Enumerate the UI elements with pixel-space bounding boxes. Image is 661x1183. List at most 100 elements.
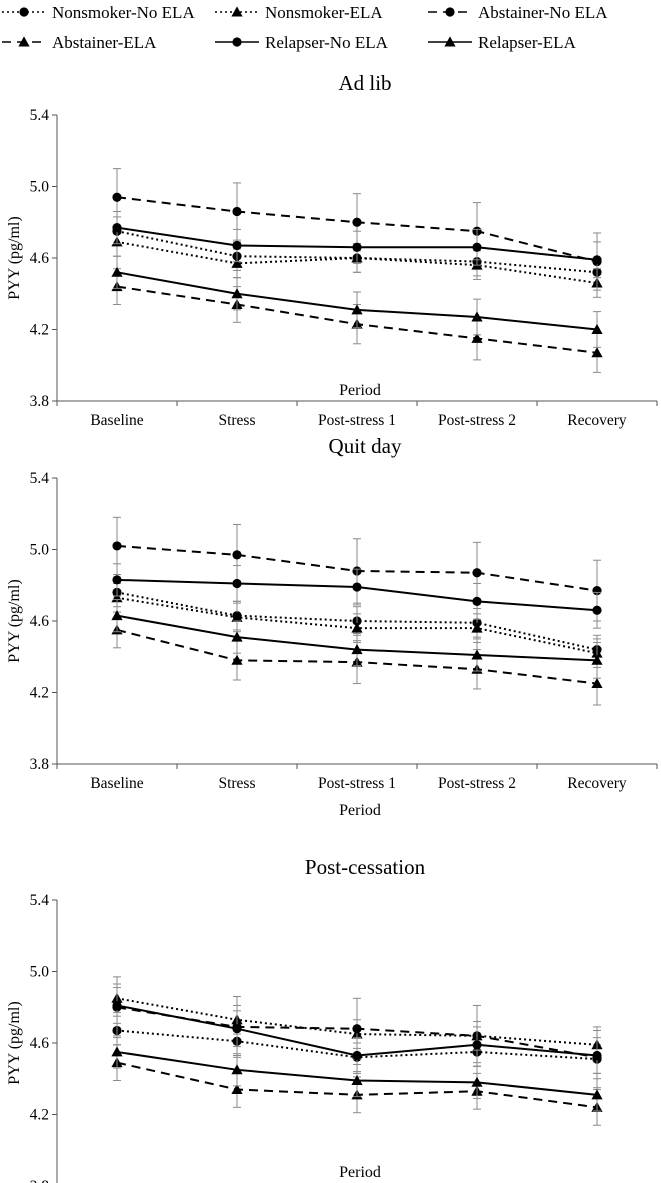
x-axis-label: Period xyxy=(339,802,381,819)
legend-marker xyxy=(232,37,242,47)
data-point-marker xyxy=(592,1050,602,1061)
legend-marker xyxy=(19,7,29,17)
data-point-marker xyxy=(352,582,362,592)
data-point-marker xyxy=(231,1064,243,1075)
data-point-marker xyxy=(232,1024,242,1034)
data-point-marker xyxy=(112,575,122,585)
data-point-marker xyxy=(352,217,362,227)
data-point-marker xyxy=(111,1046,123,1057)
y-tick-label: 4.2 xyxy=(30,685,49,702)
x-tick-label: Recovery xyxy=(567,775,627,792)
y-tick-label: 4.6 xyxy=(30,613,50,630)
data-point-marker xyxy=(472,568,482,578)
y-tick-label: 3.8 xyxy=(30,756,50,773)
data-point-marker xyxy=(592,255,602,265)
y-tick-label: 4.2 xyxy=(30,1107,49,1124)
series-relapser-ela xyxy=(111,255,603,348)
panel-title: Ad lib xyxy=(338,71,391,95)
y-tick-label: 4.2 xyxy=(30,322,49,339)
legend-label: Abstainer-No ELA xyxy=(478,3,608,22)
data-point-marker xyxy=(111,610,123,621)
legend-item-abstainer-ela: Abstainer-ELA xyxy=(2,33,157,52)
data-point-marker xyxy=(352,242,362,252)
data-point-marker xyxy=(591,323,603,334)
legend-label: Nonsmoker-ELA xyxy=(265,3,383,22)
data-point-marker xyxy=(471,649,483,660)
data-point-marker xyxy=(231,1083,243,1094)
legend-marker xyxy=(445,7,455,17)
y-tick-label: 3.8 xyxy=(30,393,50,410)
data-point-marker xyxy=(111,266,123,277)
x-tick-label: Post-stress 2 xyxy=(438,412,516,429)
data-point-marker xyxy=(591,1089,603,1100)
x-tick-label: Recovery xyxy=(567,412,627,429)
x-tick-label: Post-stress 1 xyxy=(318,775,396,792)
data-point-marker xyxy=(232,206,242,217)
data-point-marker xyxy=(471,622,483,633)
legend-item-nonsmoker-ela: Nonsmoker-ELA xyxy=(215,3,383,22)
data-point-marker xyxy=(232,578,242,589)
y-tick-label: 5.0 xyxy=(30,964,50,981)
y-tick-label: 5.0 xyxy=(30,542,50,559)
legend-label: Abstainer-ELA xyxy=(52,33,157,52)
y-tick-label: 5.4 xyxy=(30,470,50,487)
data-point-marker xyxy=(471,1076,483,1087)
legend-marker xyxy=(231,6,243,17)
series-relapser-no-ela xyxy=(112,211,602,279)
y-tick-label: 4.6 xyxy=(30,250,50,267)
legend: Nonsmoker-No ELA Nonsmoker-ELA Abstainer-N… xyxy=(2,3,608,52)
legend-item-relapser-no-ela: Relapser-No ELA xyxy=(215,33,389,52)
series-line xyxy=(116,997,598,1046)
data-point-marker xyxy=(471,311,483,322)
data-point-marker xyxy=(591,654,603,665)
data-point-marker xyxy=(591,347,603,358)
x-tick-label: Stress xyxy=(218,775,255,792)
legend-label: Relapser-No ELA xyxy=(265,33,389,52)
data-point-marker xyxy=(351,1074,363,1086)
panel-title: Quit day xyxy=(329,434,402,458)
data-point-marker xyxy=(231,611,243,622)
series-line xyxy=(116,596,598,655)
series-line xyxy=(116,230,598,274)
panel-post-cessation: Post-cessation3.84.24.65.05.4BaselineStr… xyxy=(6,855,603,1183)
legend-item-nonsmoker-no-ela: Nonsmoker-No ELA xyxy=(2,3,195,22)
series-line xyxy=(116,240,598,285)
data-point-marker xyxy=(352,1050,362,1061)
data-point-marker xyxy=(351,644,363,655)
data-point-marker xyxy=(112,541,122,551)
data-point-marker xyxy=(472,596,482,606)
x-tick-label: Post-stress 2 xyxy=(438,775,516,792)
panel-ad-lib: Ad lib 3.8 4.2 4.6 5.0 5.4 Baseline Stress Post-… xyxy=(6,71,658,429)
data-point-marker xyxy=(472,1040,482,1050)
data-point-marker xyxy=(591,677,603,689)
legend-item-abstainer-no-ela: Abstainer-No ELA xyxy=(428,3,608,22)
y-axis-label: PYY (pg/ml) xyxy=(6,216,23,299)
data-point-marker xyxy=(351,622,363,633)
data-point-marker xyxy=(112,223,122,233)
series-line xyxy=(116,591,598,651)
data-point-marker xyxy=(352,1024,362,1034)
series-relapser-ela xyxy=(111,1035,603,1112)
legend-label: Nonsmoker-No ELA xyxy=(52,3,195,22)
series-relapser-no-ela xyxy=(112,563,602,629)
y-tick-label: 5.4 xyxy=(30,892,50,909)
panel-quit-day: Quit day 3.8 4.2 4.6 5.0 5.4 Baseline Stress Pos… xyxy=(6,434,658,819)
series-relapser-ela xyxy=(111,599,603,679)
x-axis-label: Period xyxy=(339,382,381,399)
data-point-marker xyxy=(472,242,482,252)
data-point-marker xyxy=(231,257,243,268)
y-axis-label: PYY (pg/ml) xyxy=(6,579,23,662)
x-tick-label: Post-stress 1 xyxy=(318,412,396,429)
x-axis-label: Period xyxy=(339,1164,381,1181)
data-point-marker xyxy=(231,654,243,665)
data-point-marker xyxy=(112,1000,122,1011)
y-tick-label: 5.4 xyxy=(30,107,50,124)
data-point-marker xyxy=(592,605,602,615)
y-axis-label: PYY (pg/ml) xyxy=(6,1001,23,1084)
data-point-marker xyxy=(351,304,363,315)
legend-marker xyxy=(18,36,30,47)
panels: Ad lib 3.8 4.2 4.6 5.0 5.4 Baseline Stress Post-… xyxy=(6,71,658,1183)
data-point-marker xyxy=(231,631,243,642)
x-tick-label: Baseline xyxy=(90,412,143,429)
